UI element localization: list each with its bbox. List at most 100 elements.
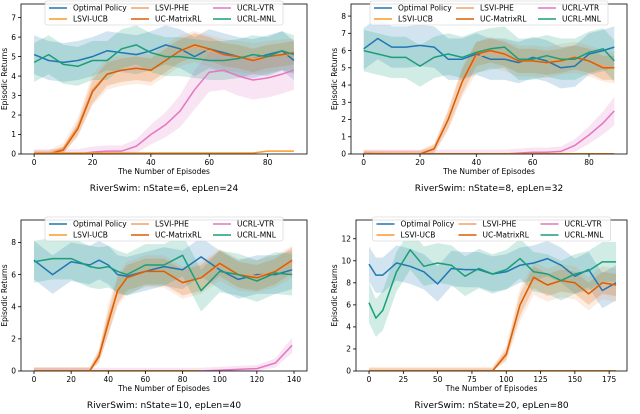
x-axis-label: The Number of Episodes — [117, 167, 210, 176]
band-uc-matrixrl — [34, 247, 293, 371]
legend-label: UCRL-MNL — [565, 231, 605, 240]
legend-label: LSVI-PHE — [155, 4, 189, 13]
x-tick-label: 40 — [146, 158, 156, 167]
x-axis-label: The Number of Episodes — [445, 384, 538, 393]
band-uc-matrixrl — [34, 33, 294, 154]
y-axis-label: Episodic Returns — [0, 48, 9, 110]
legend: Optimal Policy LSVI-UCB LSVI-PHE UC-MatrixR… — [369, 0, 609, 26]
x-tick-label: 60 — [528, 158, 538, 167]
line-uc-matrixrl — [34, 44, 295, 154]
y-tick-label: 3 — [341, 98, 346, 107]
y-axis-label: Episodic Returns — [330, 48, 339, 110]
legend-label: LSVI-UCB — [73, 15, 108, 24]
y-tick-label: 4 — [11, 302, 16, 311]
y-tick-label: 8 — [346, 279, 351, 288]
y-tick-label: 6 — [346, 301, 351, 310]
legend: Optimal Policy LSVI-UCB LSVI-PHE UC-MatrixR… — [372, 216, 611, 242]
band-ucrl-vtr — [34, 337, 293, 371]
subplot-title: RiverSwim: nState=10, epLen=40 — [87, 401, 241, 411]
legend-label: UC-MatrixRL — [155, 15, 202, 24]
x-tick-label: 20 — [415, 158, 425, 167]
y-tick-label: 4 — [341, 81, 346, 90]
x-tick-label: 0 — [32, 158, 37, 167]
line-ucrl-vtr — [363, 110, 615, 154]
x-tick-label: 20 — [66, 375, 76, 384]
y-tick-label: 7 — [341, 29, 346, 38]
x-tick-label: 100 — [499, 375, 514, 384]
plot-area — [368, 229, 617, 371]
legend-label: Optimal Policy — [398, 4, 452, 13]
legend-label: LSVI-UCB — [398, 15, 433, 24]
y-tick-label: 8 — [11, 238, 16, 247]
band-lsvi-phe — [363, 36, 615, 154]
legend-label: UCRL-VTR — [237, 220, 274, 229]
subplot-1: 0 20 40 60 80 0 1 2 3 4 5 6 7 The Number of Episodes E… — [0, 0, 308, 194]
x-tick-label: 80 — [178, 375, 188, 384]
legend-label: UCRL-MNL — [237, 231, 277, 240]
y-tick-label: 6 — [11, 270, 16, 279]
line-optimal-policy — [363, 37, 615, 69]
y-tick-label: 1 — [341, 132, 346, 141]
y-tick-label: 0 — [346, 367, 351, 376]
legend-label: UCRL-VTR — [562, 4, 599, 13]
x-tick-label: 25 — [399, 375, 409, 384]
y-tick-label: 3 — [11, 91, 16, 100]
x-tick-label: 140 — [287, 375, 302, 384]
y-tick-label: 2 — [346, 345, 351, 354]
subplot-2: 0 20 40 60 80 0 1 2 3 4 5 6 7 8 The Number of Episodes… — [330, 0, 628, 194]
x-axis-label: The Number of Episodes — [442, 167, 535, 176]
y-tick-label: 0 — [11, 150, 16, 159]
y-tick-label: 4 — [11, 72, 16, 81]
plot-area — [33, 234, 293, 371]
x-tick-label: 175 — [602, 375, 617, 384]
line-uc-matrixrl — [34, 259, 293, 371]
legend-label: LSVI-PHE — [483, 220, 517, 229]
x-tick-label: 20 — [88, 158, 98, 167]
y-tick-label: 2 — [341, 115, 346, 124]
legend-label: Optimal Policy — [73, 220, 127, 229]
x-tick-label: 40 — [472, 158, 482, 167]
y-tick-label: 0 — [341, 150, 346, 159]
x-tick-label: 0 — [32, 375, 37, 384]
x-tick-label: 80 — [584, 158, 594, 167]
band-uc-matrixrl — [369, 266, 616, 371]
line-lsvi-ucb — [34, 150, 294, 154]
y-tick-label: 8 — [341, 12, 346, 21]
line-uc-matrixrl — [369, 276, 617, 371]
band-ucrl-mnl — [369, 229, 616, 337]
legend-label: Optimal Policy — [401, 220, 455, 229]
x-tick-label: 125 — [533, 375, 548, 384]
legend: Optimal Policy LSVI-UCB LSVI-PHE UC-MatrixR… — [44, 216, 284, 242]
y-tick-label: 0 — [11, 367, 16, 376]
line-ucrl-mnl — [363, 46, 615, 67]
y-tick-label: 5 — [11, 52, 16, 61]
plot-area — [33, 25, 295, 154]
subplot-title: RiverSwim: nState=8, epLen=32 — [415, 184, 563, 194]
y-tick-label: 10 — [341, 256, 351, 265]
subplot-title: RiverSwim: nState=20, epLen=80 — [414, 401, 568, 411]
x-tick-label: 0 — [367, 375, 372, 384]
x-tick-label: 40 — [104, 375, 114, 384]
x-tick-label: 60 — [204, 158, 214, 167]
x-tick-label: 60 — [141, 375, 151, 384]
x-tick-label: 80 — [263, 158, 273, 167]
line-ucrl-mnl — [368, 249, 616, 319]
legend-label: UC-MatrixRL — [155, 231, 202, 240]
x-tick-label: 150 — [568, 375, 583, 384]
y-tick-label: 4 — [346, 323, 351, 332]
legend-label: LSVI-PHE — [480, 4, 514, 13]
line-ucrl-vtr — [34, 69, 295, 154]
y-tick-label: 5 — [341, 63, 346, 72]
band-ucrl-vtr — [363, 96, 615, 154]
band-optimal-policy — [34, 25, 294, 82]
y-tick-label: 6 — [341, 46, 346, 55]
band-uc-matrixrl — [363, 38, 615, 154]
legend-label: UCRL-VTR — [237, 4, 274, 13]
y-axis-label: Episodic Returns — [330, 264, 339, 326]
plot-area — [363, 17, 615, 154]
legend-label: UCRL-MNL — [237, 15, 277, 24]
legend-label: LSVI-PHE — [155, 220, 189, 229]
band-lsvi-phe — [369, 261, 616, 371]
